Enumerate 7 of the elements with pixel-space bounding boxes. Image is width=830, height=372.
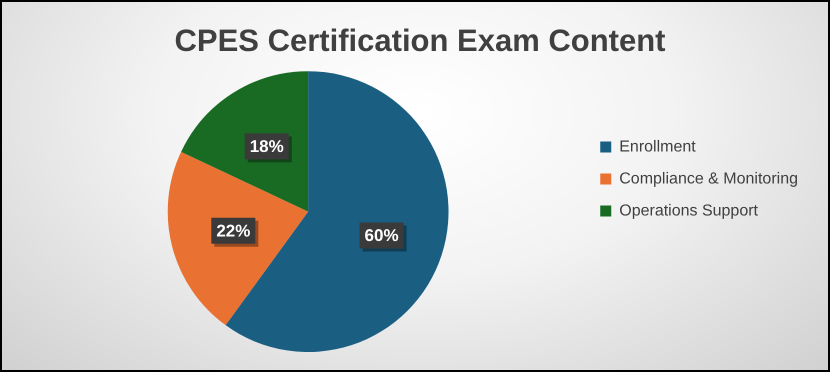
data-label: 18% (250, 137, 284, 156)
data-label: 22% (216, 221, 250, 240)
chart-title: CPES Certification Exam Content (174, 23, 666, 58)
legend-label: Enrollment (619, 138, 696, 156)
legend-label: Compliance & Monitoring (619, 170, 798, 188)
legend-label: Operations Support (619, 202, 759, 220)
data-label: 60% (364, 226, 399, 246)
